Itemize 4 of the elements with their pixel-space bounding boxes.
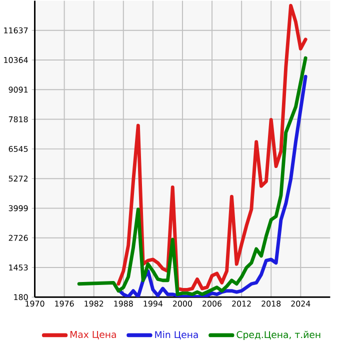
line-series: [116, 4, 308, 292]
legend-label: Сред.Цена, т.йен: [236, 330, 320, 340]
legend-label: Min Цена: [155, 330, 198, 340]
legend-label: Max Цена: [70, 330, 116, 340]
